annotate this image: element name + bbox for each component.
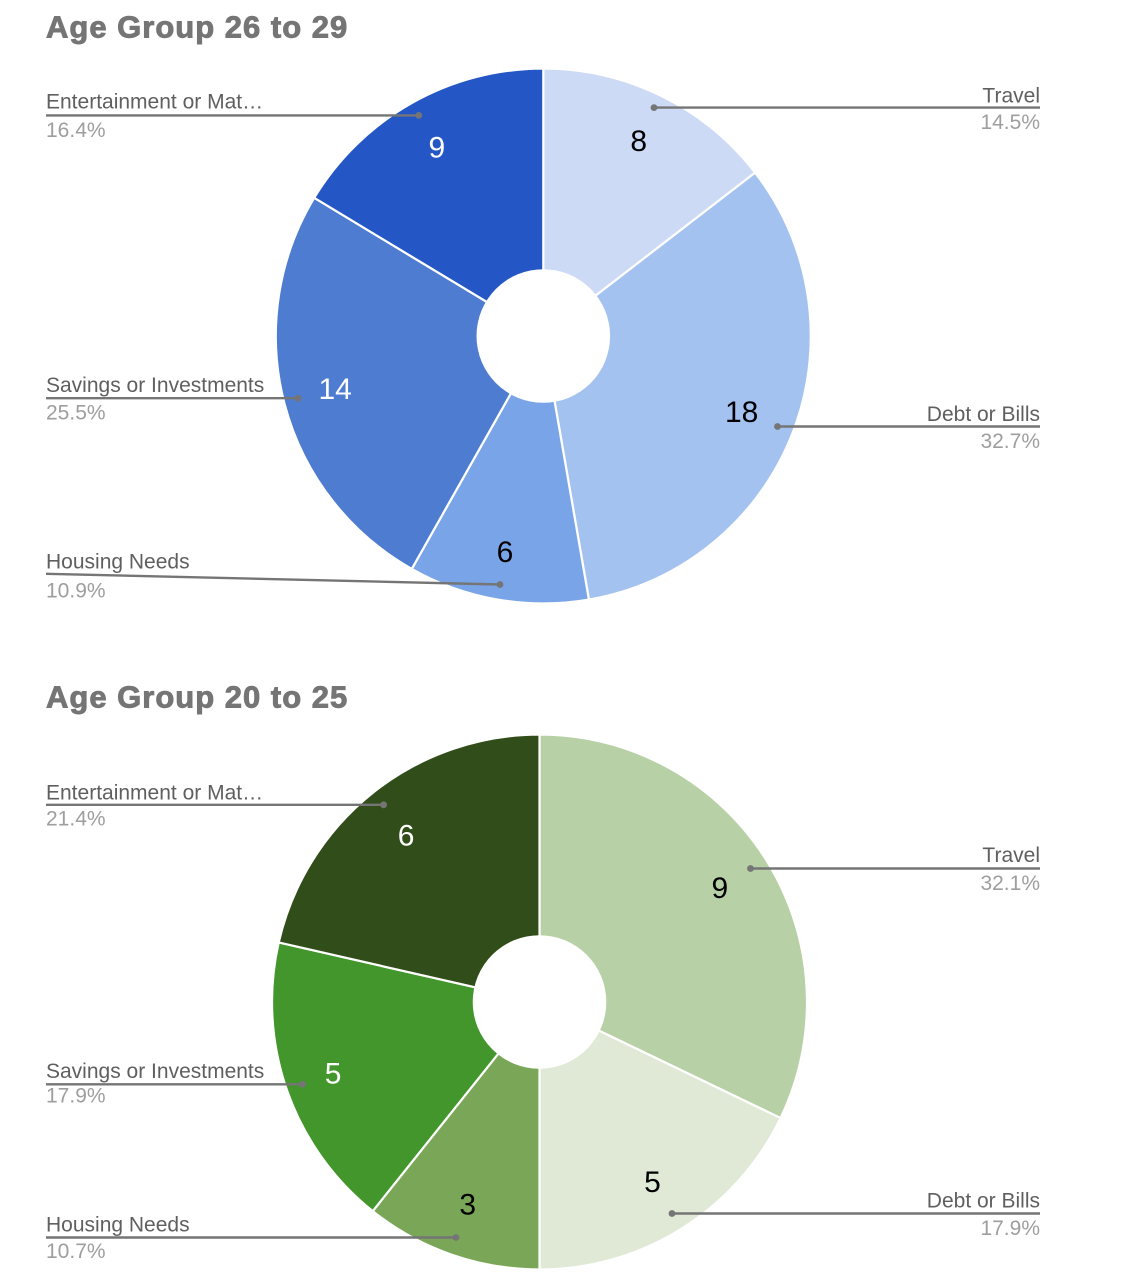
svg-text:Housing Needs: Housing Needs <box>46 1214 190 1237</box>
svg-text:21.4%: 21.4% <box>46 808 106 831</box>
svg-text:17.9%: 17.9% <box>46 1085 106 1108</box>
svg-text:6: 6 <box>398 820 415 853</box>
svg-text:18: 18 <box>725 396 758 429</box>
svg-text:Housing Needs: Housing Needs <box>46 551 190 574</box>
svg-text:Entertainment or Mat…: Entertainment or Mat… <box>46 782 263 805</box>
svg-text:Travel: Travel <box>982 844 1040 867</box>
svg-text:32.7%: 32.7% <box>980 430 1040 453</box>
svg-text:Age Group 26 to 29: Age Group 26 to 29 <box>46 10 348 45</box>
svg-text:10.9%: 10.9% <box>46 580 106 603</box>
svg-text:Debt or Bills: Debt or Bills <box>927 1190 1040 1213</box>
svg-text:Travel: Travel <box>982 85 1040 108</box>
svg-text:16.4%: 16.4% <box>46 119 106 142</box>
svg-text:32.1%: 32.1% <box>980 872 1040 895</box>
svg-text:14.5%: 14.5% <box>980 111 1040 134</box>
svg-text:Savings or Investments: Savings or Investments <box>46 374 264 397</box>
svg-text:5: 5 <box>644 1166 661 1199</box>
svg-text:8: 8 <box>630 125 647 158</box>
svg-text:17.9%: 17.9% <box>980 1217 1040 1240</box>
svg-text:9: 9 <box>428 131 445 164</box>
svg-text:Age Group 20 to 25: Age Group 20 to 25 <box>46 680 348 715</box>
svg-text:3: 3 <box>459 1189 476 1222</box>
svg-text:5: 5 <box>325 1058 342 1091</box>
svg-text:Savings or Investments: Savings or Investments <box>46 1060 264 1083</box>
svg-text:Entertainment or Mat…: Entertainment or Mat… <box>46 90 263 113</box>
svg-text:9: 9 <box>712 872 729 905</box>
svg-text:14: 14 <box>319 373 352 406</box>
svg-text:10.7%: 10.7% <box>46 1240 106 1263</box>
svg-text:25.5%: 25.5% <box>46 402 106 425</box>
svg-text:6: 6 <box>497 536 514 569</box>
svg-text:Debt or Bills: Debt or Bills <box>927 403 1040 426</box>
